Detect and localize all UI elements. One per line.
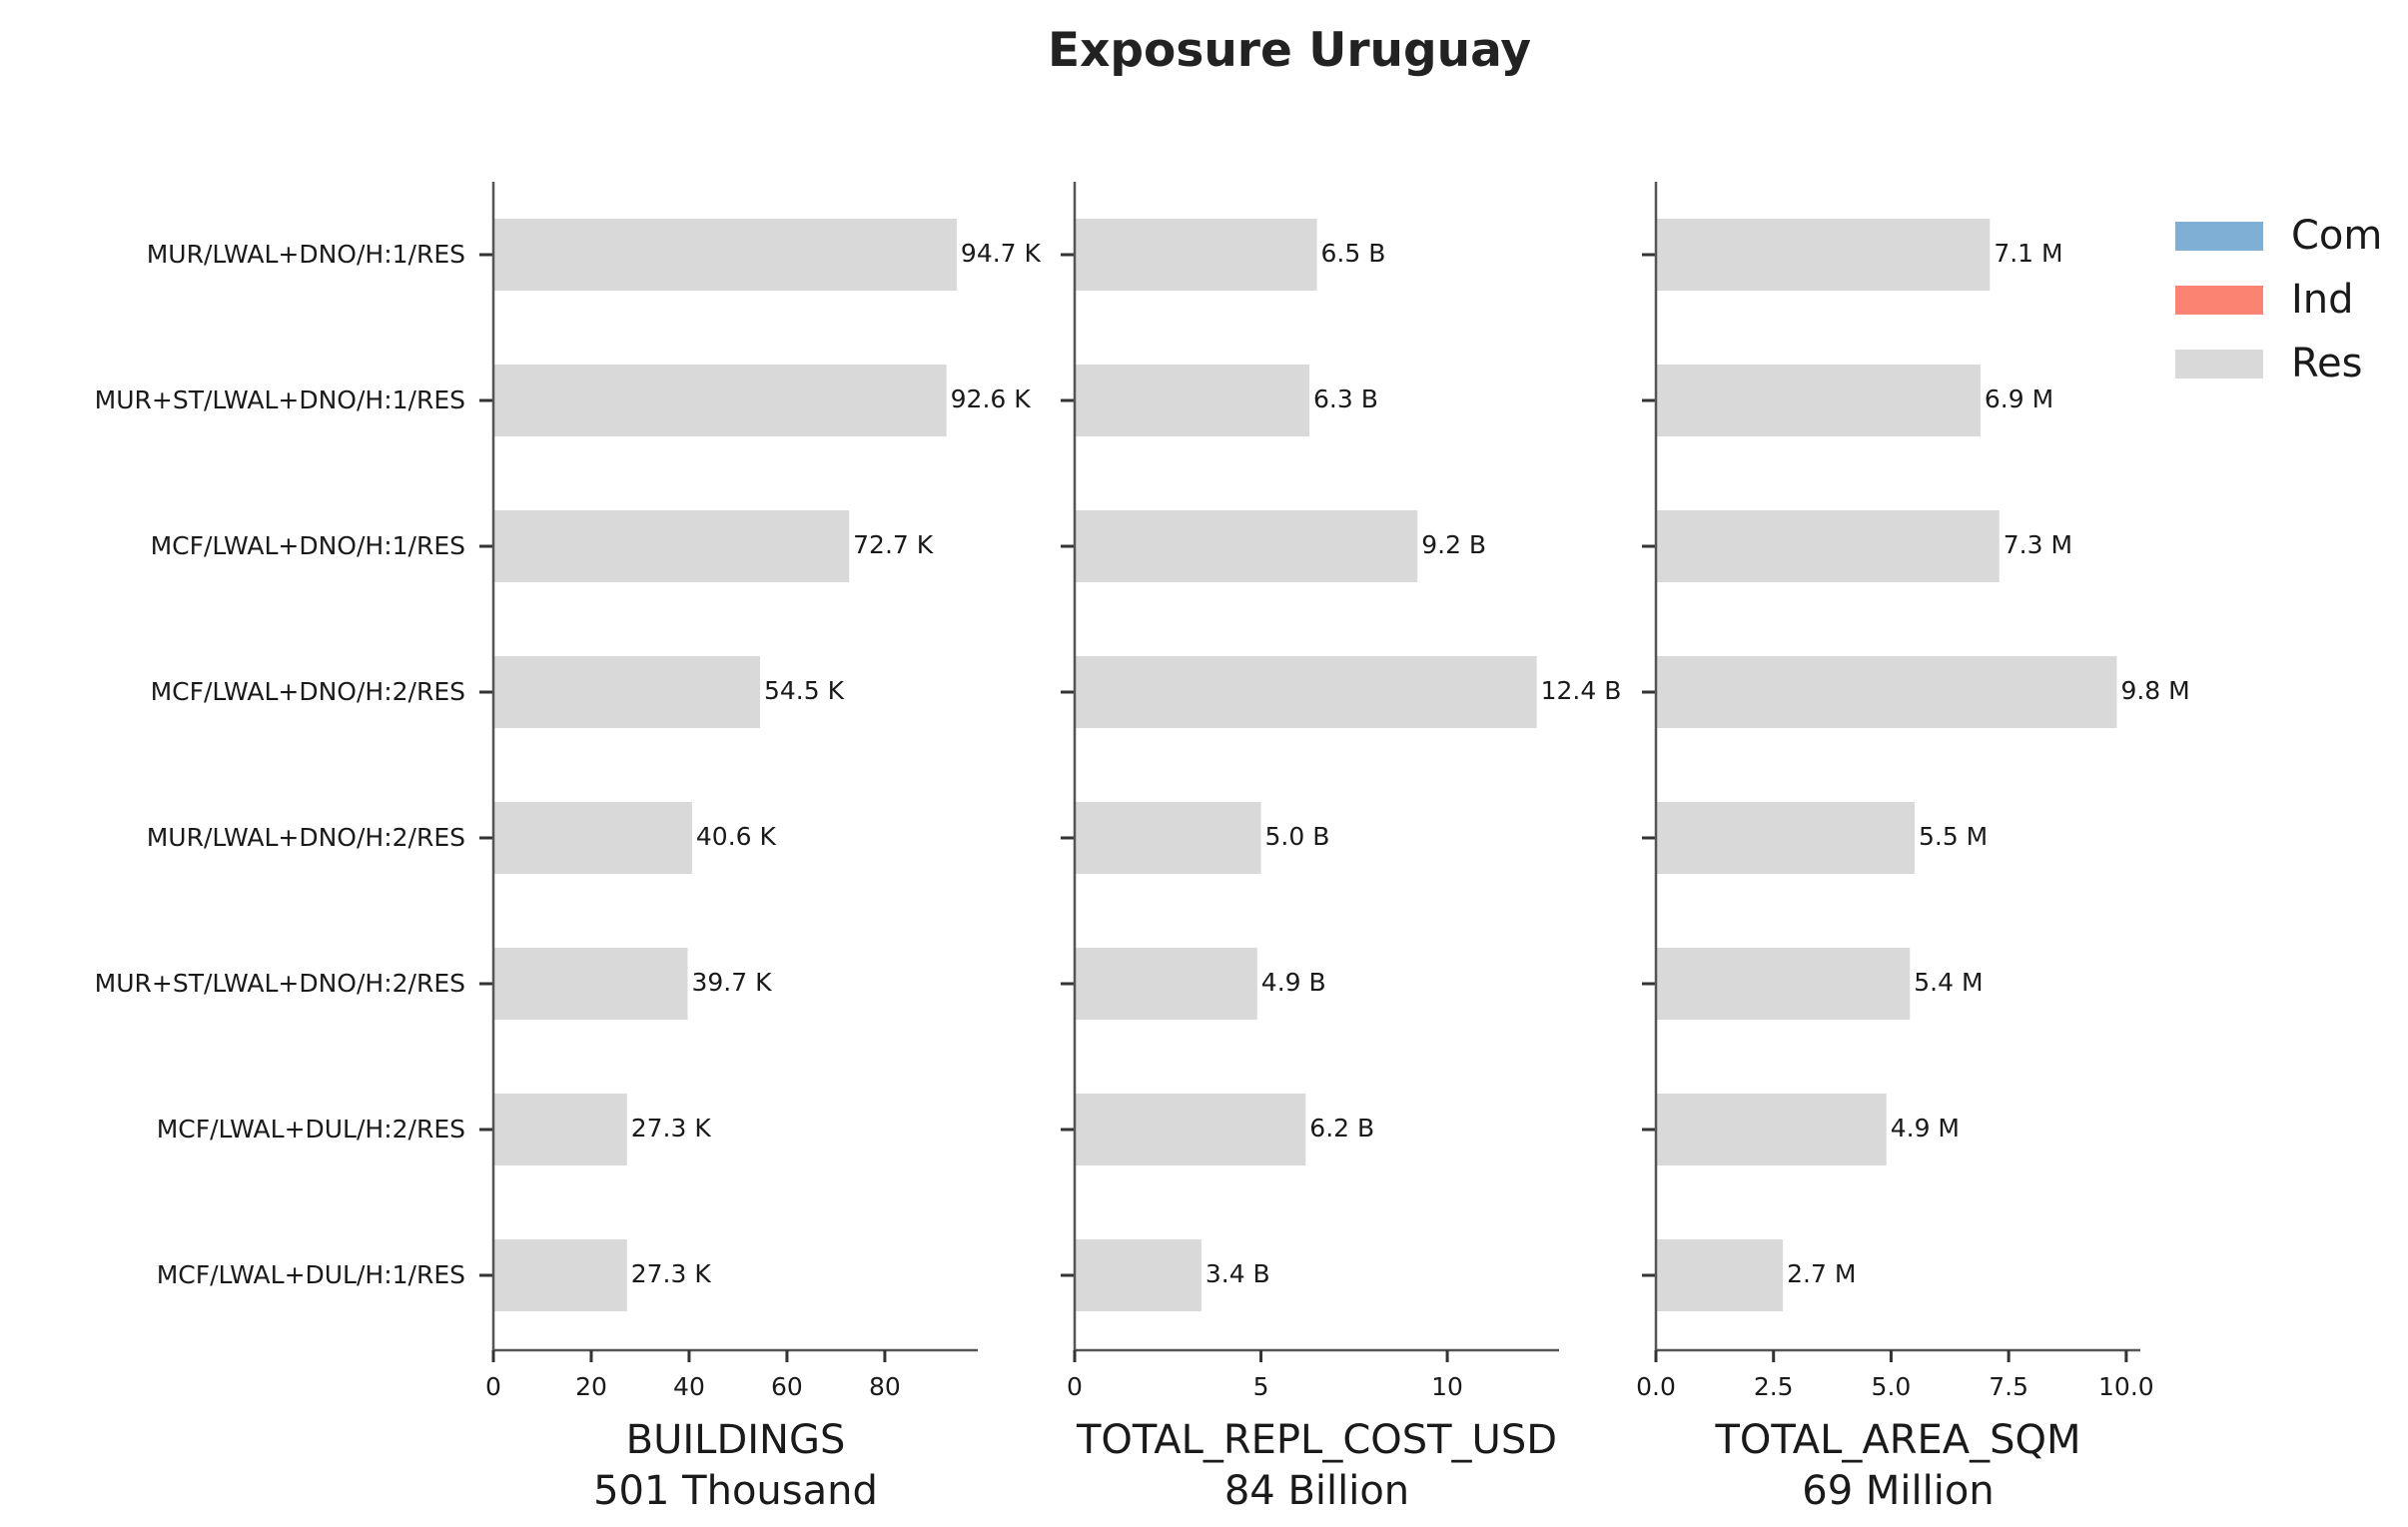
bar [493, 948, 688, 1020]
x-axis-total: 501 Thousand [593, 1468, 878, 1514]
value-label: 6.2 B [1309, 1114, 1374, 1143]
bar [1075, 948, 1257, 1020]
legend: Com Ind Res [2175, 213, 2382, 386]
bar [493, 219, 957, 291]
bar [1656, 1094, 1887, 1165]
value-label: 12.4 B [1541, 676, 1622, 705]
value-label: 9.8 M [2120, 676, 2189, 705]
category-label: MCF/LWAL+DUL/H:1/RES [157, 1260, 465, 1289]
bar [493, 1094, 627, 1165]
value-label: 4.9 M [1891, 1114, 1960, 1143]
bar [1075, 1239, 1202, 1311]
x-tick-label: 5.0 [1872, 1372, 1912, 1401]
x-tick-label: 40 [673, 1372, 705, 1401]
legend-swatch [2175, 222, 2263, 251]
x-tick-label: 80 [869, 1372, 901, 1401]
bar [1075, 802, 1261, 874]
bar [1075, 656, 1537, 728]
value-label: 4.9 B [1261, 968, 1326, 997]
bar [1075, 219, 1317, 291]
legend-label: Res [2291, 341, 2362, 386]
value-label: 5.5 M [1919, 822, 1988, 851]
value-label: 7.3 M [2004, 530, 2072, 559]
value-label: 72.7 K [853, 530, 934, 559]
x-tick-label: 7.5 [1989, 1372, 2028, 1401]
x-tick-label: 10.0 [2098, 1372, 2154, 1401]
chart-title: Exposure Uruguay [1048, 23, 1531, 78]
value-label: 3.4 B [1205, 1259, 1270, 1288]
value-label: 5.0 B [1265, 822, 1330, 851]
x-tick-label: 2.5 [1754, 1372, 1794, 1401]
bar [493, 802, 692, 874]
bar [1075, 365, 1310, 436]
category-label: MCF/LWAL+DUL/H:2/RES [157, 1115, 465, 1144]
x-axis-label: TOTAL_REPL_COST_USD [1076, 1417, 1557, 1463]
x-axis-total: 84 Billion [1224, 1468, 1409, 1514]
category-label: MUR/LWAL+DNO/H:1/RES [147, 240, 465, 269]
bar [1656, 365, 1981, 436]
value-label: 6.5 B [1321, 239, 1386, 268]
value-label: 9.2 B [1421, 530, 1486, 559]
value-label: 2.7 M [1787, 1259, 1856, 1288]
x-tick-label: 60 [771, 1372, 803, 1401]
value-label: 27.3 K [631, 1114, 712, 1143]
value-label: 6.3 B [1313, 384, 1378, 413]
bar [1656, 802, 1915, 874]
value-label: 40.6 K [696, 822, 777, 851]
x-tick-label: 10 [1431, 1372, 1463, 1401]
bar [1656, 510, 2000, 582]
category-label: MCF/LWAL+DNO/H:1/RES [151, 531, 465, 560]
category-label: MUR+ST/LWAL+DNO/H:2/RES [95, 969, 465, 998]
category-label: MUR+ST/LWAL+DNO/H:1/RES [95, 385, 465, 414]
category-label: MCF/LWAL+DNO/H:2/RES [151, 677, 465, 706]
bar [493, 365, 947, 436]
legend-swatch [2175, 286, 2263, 315]
bar [493, 1239, 627, 1311]
value-label: 92.6 K [951, 384, 1032, 413]
x-axis-label: TOTAL_AREA_SQM [1714, 1417, 2080, 1463]
value-label: 94.7 K [961, 239, 1042, 268]
bar [1656, 656, 2117, 728]
bar [1075, 1094, 1306, 1165]
x-tick-label: 0 [1067, 1372, 1083, 1401]
bar [493, 656, 760, 728]
legend-label: Ind [2291, 277, 2354, 323]
value-label: 5.4 M [1914, 968, 1983, 997]
x-tick-label: 20 [575, 1372, 607, 1401]
x-axis-total: 69 Million [1802, 1468, 1994, 1514]
value-label: 39.7 K [691, 968, 772, 997]
bar [1656, 948, 1911, 1020]
bar [493, 510, 850, 582]
x-tick-label: 5 [1253, 1372, 1269, 1401]
value-label: 7.1 M [1994, 239, 2062, 268]
value-label: 54.5 K [764, 676, 845, 705]
legend-label: Com [2291, 213, 2382, 259]
panels: 94.7 K MUR/LWAL+DNO/H:1/RES 92.6 K MUR+ST/L… [95, 182, 2190, 1514]
category-label: MUR/LWAL+DNO/H:2/RES [147, 823, 465, 852]
x-tick-label: 0.0 [1636, 1372, 1676, 1401]
value-label: 6.9 M [1985, 384, 2053, 413]
bar [1075, 510, 1418, 582]
bar [1656, 1239, 1784, 1311]
x-axis-label: BUILDINGS [626, 1417, 846, 1463]
value-label: 27.3 K [631, 1259, 712, 1288]
legend-swatch [2175, 350, 2263, 379]
bar [1656, 219, 1991, 291]
x-tick-label: 0 [485, 1372, 501, 1401]
